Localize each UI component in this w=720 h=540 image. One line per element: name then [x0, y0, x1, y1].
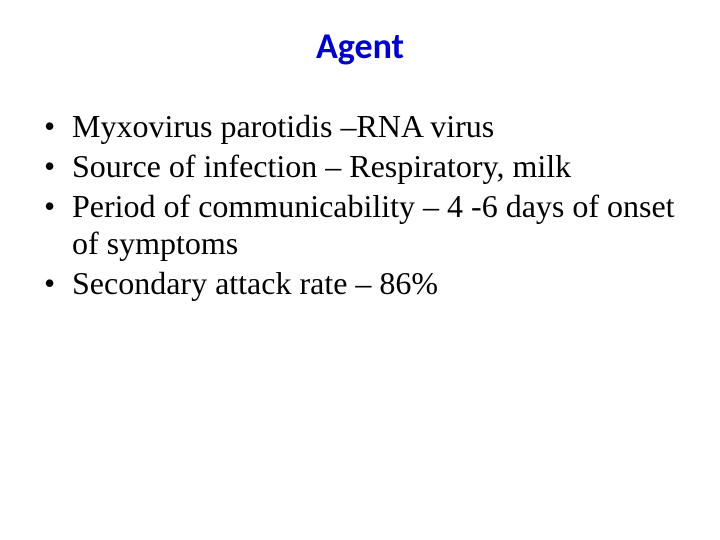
slide-title: Agent: [38, 24, 682, 68]
list-item: Period of communicability – 4 -6 days of…: [38, 188, 682, 264]
list-item: Secondary attack rate – 86%: [38, 265, 682, 303]
bullet-list: Myxovirus parotidis –RNA virus Source of…: [38, 108, 682, 303]
list-item: Myxovirus parotidis –RNA virus: [38, 108, 682, 146]
slide: Agent Myxovirus parotidis –RNA virus Sou…: [0, 0, 720, 540]
list-item: Source of infection – Respiratory, milk: [38, 148, 682, 186]
